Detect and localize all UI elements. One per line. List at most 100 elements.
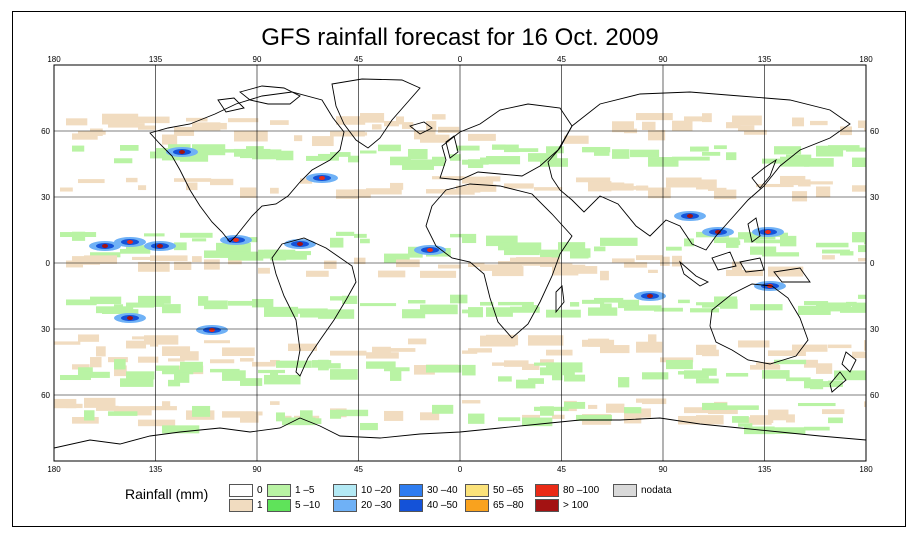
- rain-patch: [330, 131, 365, 137]
- rain-patch: [726, 372, 749, 377]
- legend-swatch: [399, 484, 423, 497]
- rain-patch: [360, 238, 370, 244]
- rain-patch: [186, 117, 208, 122]
- rain-patch: [354, 257, 366, 265]
- rain-patch: [846, 301, 857, 307]
- rain-patch: [702, 402, 728, 411]
- rain-patch: [696, 179, 717, 190]
- legend-label: 20 –30: [361, 500, 392, 511]
- rain-patch: [678, 415, 712, 425]
- rain-patch: [612, 258, 635, 263]
- rain-patch: [696, 415, 724, 425]
- rain-patch: [612, 186, 649, 190]
- rain-patch: [624, 407, 642, 414]
- rain-patch: [576, 414, 612, 421]
- rain-patch: [150, 338, 159, 347]
- rain-patch: [270, 120, 289, 125]
- rain-patch: [558, 242, 586, 252]
- coastlines: [54, 78, 866, 449]
- lon-tick-bottom: 180: [47, 465, 61, 474]
- rain-patch: [174, 372, 190, 383]
- rain-patch: [714, 189, 737, 200]
- rain-patch: [180, 151, 209, 162]
- rain-patch: [684, 116, 707, 122]
- lon-tick-top: 180: [859, 55, 873, 64]
- rain-patch: [162, 401, 171, 408]
- rain-patch: [138, 261, 170, 272]
- rain-patch: [426, 364, 462, 373]
- rain-patch: [108, 123, 145, 128]
- lat-tick-right: 0: [870, 259, 875, 268]
- rain-patch: [114, 304, 124, 312]
- rain-patch: [96, 405, 119, 411]
- rain-patch: [666, 359, 693, 370]
- rain-patch: [384, 120, 399, 127]
- rain-patch: [72, 133, 98, 140]
- rain-patch: [222, 370, 246, 381]
- rain-patch: [180, 351, 199, 361]
- lat-tick-left: 60: [41, 127, 50, 136]
- rain-patch: [582, 146, 611, 153]
- rain-patch: [468, 348, 492, 353]
- rain-patch: [480, 301, 494, 306]
- rain-patch: [450, 294, 468, 304]
- rain-patch: [528, 335, 564, 346]
- rain-patch: [780, 235, 797, 247]
- rain-patch: [228, 300, 266, 306]
- rain-patch: [672, 120, 693, 131]
- rain-patch: [768, 350, 806, 356]
- rain-patch: [822, 255, 835, 260]
- rain-patch: [240, 358, 254, 362]
- rain-patch: [60, 187, 73, 192]
- rain-patch: [90, 128, 103, 136]
- rain-patch: [150, 255, 188, 262]
- rain-patch: [126, 340, 147, 349]
- rain-patch: [828, 417, 843, 424]
- legend-swatch: [267, 499, 291, 512]
- rain-patch: [336, 116, 366, 125]
- rain-patch: [750, 304, 783, 311]
- rain-patch: [204, 122, 227, 130]
- rain-patch: [630, 149, 660, 158]
- rain-patch: [648, 187, 671, 199]
- rain-patch: [540, 359, 554, 364]
- coastline-europe: [439, 103, 573, 181]
- rain-patch: [354, 233, 367, 238]
- rain-patch: [588, 404, 598, 409]
- rain-patch: [816, 186, 831, 198]
- rain-patch: [330, 350, 367, 356]
- rain-patch: [138, 295, 171, 304]
- coastline-philippines: [747, 217, 761, 243]
- rain-cell: [715, 230, 721, 234]
- rain-patch: [804, 181, 833, 185]
- rain-patch: [288, 343, 318, 352]
- lon-tick-bottom: 135: [149, 465, 163, 474]
- rain-patch: [666, 246, 682, 251]
- rain-patch: [588, 338, 610, 347]
- rain-patch: [162, 346, 191, 356]
- lat-tick-left: 60: [41, 391, 50, 400]
- rain-patch: [672, 156, 710, 161]
- rain-patch: [162, 425, 200, 434]
- rain-patch: [324, 260, 337, 269]
- rain-patch: [144, 233, 165, 237]
- rain-patch: [192, 144, 226, 156]
- rain-patch: [432, 156, 446, 167]
- rain-patch: [606, 403, 625, 413]
- rain-patch: [468, 262, 485, 267]
- rain-patch: [732, 261, 743, 271]
- rain-patch: [498, 242, 518, 251]
- rain-patch: [300, 178, 313, 184]
- rain-patch: [120, 145, 139, 151]
- rain-patch: [498, 376, 512, 382]
- rain-patch: [384, 410, 404, 421]
- rain-patch: [72, 231, 86, 241]
- rain-patch: [336, 231, 355, 236]
- rain-patch: [276, 360, 312, 368]
- rain-patch: [738, 232, 776, 240]
- rain-patch: [204, 340, 231, 344]
- rain-patch: [174, 261, 192, 270]
- rain-patch: [330, 369, 358, 380]
- rain-patch: [180, 361, 203, 373]
- rain-patch: [858, 294, 866, 299]
